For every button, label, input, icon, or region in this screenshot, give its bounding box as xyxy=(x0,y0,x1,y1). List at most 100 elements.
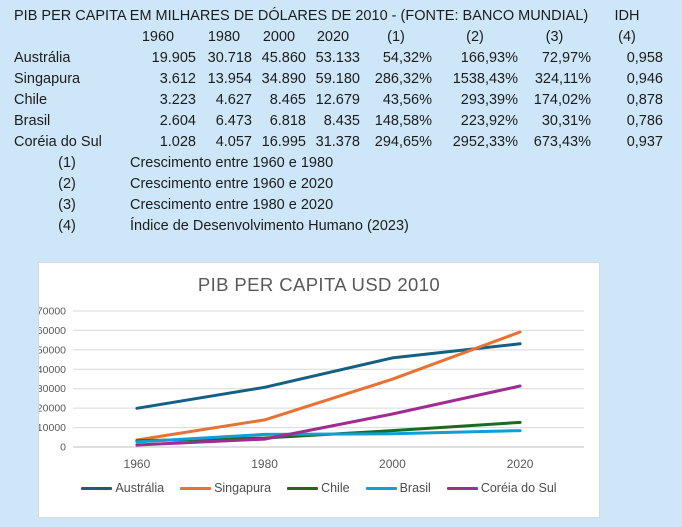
table-cell: 54,32% xyxy=(382,50,432,66)
table-cell: 4.057 xyxy=(215,134,252,150)
legend-line-swatch xyxy=(180,486,212,490)
table-cell: 0,937 xyxy=(626,134,663,150)
chart-legend: Austrália Singapura Chile Brasil Coréia do S… xyxy=(39,481,599,495)
x-axis-tick: 2000 xyxy=(379,457,406,471)
chart-panel: PIB PER CAPITA USD 2010 0 10000 20000 30000… xyxy=(38,262,600,518)
table-cell: 673,43% xyxy=(533,134,591,150)
table-cell: 43,56% xyxy=(382,92,432,108)
table-cell: 72,97% xyxy=(541,50,591,66)
series-line xyxy=(135,342,522,410)
legend-label: Singapura xyxy=(214,481,272,495)
column-header: 1960 xyxy=(141,29,175,45)
table-cell: 3.223 xyxy=(159,92,196,108)
table-cell: 59.180 xyxy=(315,71,360,87)
legend-line-swatch xyxy=(365,486,397,490)
column-header: (3) xyxy=(545,29,564,45)
legend-line-swatch xyxy=(287,486,319,490)
footnote-text: Crescimento entre 1980 e 2020 xyxy=(130,197,334,213)
table-cell: 2.604 xyxy=(159,113,196,129)
table-cell: 166,93% xyxy=(460,50,518,66)
country-label: Brasil xyxy=(14,113,51,129)
table-cell: 324,11% xyxy=(534,71,591,87)
column-header: 2020 xyxy=(316,29,350,45)
legend-label: Austrália xyxy=(115,481,165,495)
y-axis-tick: 0 xyxy=(60,442,66,454)
legend-label: Chile xyxy=(321,481,350,495)
table-cell: 174,02% xyxy=(533,92,591,108)
footnote-text: Crescimento entre 1960 e 1980 xyxy=(130,155,334,171)
footnotes: (1) Crescimento entre 1960 e 1980 (2) Cresc… xyxy=(14,153,663,237)
table-title-row: PIB PER CAPITA EM MILHARES DE DÓLARES DE… xyxy=(14,6,663,27)
table-cell: 12.679 xyxy=(315,92,360,108)
country-label: Austrália xyxy=(14,50,71,66)
table-cell: 13.954 xyxy=(207,71,252,87)
legend-line-swatch xyxy=(446,486,478,490)
legend-item: Singapura xyxy=(180,481,271,495)
table-cell: 30.718 xyxy=(207,50,252,66)
column-header: (1) xyxy=(387,29,405,45)
table-body: Austrália 19.905 30.718 45.860 53.133 54,32% 1… xyxy=(14,48,663,153)
table-cell: 8.435 xyxy=(323,113,360,129)
series-line xyxy=(135,429,522,444)
idh-column-header: IDH xyxy=(614,8,640,24)
table-title: PIB PER CAPITA EM MILHARES DE DÓLARES DE… xyxy=(14,8,589,24)
footnote-label: (2) xyxy=(58,176,76,192)
column-header: 2000 xyxy=(262,29,296,45)
legend-item: Brasil xyxy=(365,481,431,495)
column-header: 1980 xyxy=(207,29,241,45)
table-cell: 19.905 xyxy=(151,50,196,66)
table-cell: 6.818 xyxy=(269,113,306,129)
legend-label: Coréia do Sul xyxy=(480,481,557,495)
table-cell: 294,65% xyxy=(374,134,432,150)
table-cell: 34.890 xyxy=(261,71,306,87)
y-axis-tick: 10000 xyxy=(39,422,66,434)
table-cell: 223,92% xyxy=(460,113,518,129)
table-cell: 1.028 xyxy=(159,134,196,150)
table-cell: 3.612 xyxy=(159,71,196,87)
x-axis-tick: 1960 xyxy=(124,457,151,471)
country-label: Coréia do Sul xyxy=(14,134,102,150)
table-row: Austrália 19.905 30.718 45.860 53.133 54,32% 1… xyxy=(14,48,663,69)
table-row: Chile 3.223 4.627 8.465 12.679 43,56% 293,39% 1… xyxy=(14,90,663,111)
legend-label: Brasil xyxy=(399,481,431,495)
y-axis-tick: 30000 xyxy=(39,383,66,395)
legend-item: Austrália xyxy=(81,481,164,495)
y-axis-tick: 20000 xyxy=(39,403,66,415)
line-chart: 0 10000 20000 30000 40000 50000 60000 70000 1960… xyxy=(39,306,584,471)
table-cell: 1538,43% xyxy=(452,71,518,87)
x-axis-tick: 2020 xyxy=(507,457,534,471)
table-cell: 286,32% xyxy=(374,71,432,87)
footnote-text: Crescimento entre 1960 e 2020 xyxy=(130,176,334,192)
y-axis-tick: 70000 xyxy=(39,306,66,318)
y-axis-tick: 40000 xyxy=(39,364,66,376)
column-header: (4) xyxy=(618,29,636,45)
table-cell: 2952,33% xyxy=(452,134,518,150)
y-axis-tick: 50000 xyxy=(39,344,66,356)
table-cell: 31.378 xyxy=(315,134,360,150)
footnote-row: (2) Crescimento entre 1960 e 2020 xyxy=(14,174,663,195)
footnote-text: Índice de Desenvolvimento Humano (2023) xyxy=(130,218,409,234)
footnote-label: (3) xyxy=(58,197,76,213)
legend-item: Chile xyxy=(287,481,350,495)
footnote-row: (4) Índice de Desenvolvimento Humano (202… xyxy=(14,216,663,237)
table-cell: 53.133 xyxy=(315,50,360,66)
table-cell: 148,58% xyxy=(374,113,432,129)
table-cell: 45.860 xyxy=(261,50,306,66)
footnote-label: (1) xyxy=(58,155,76,171)
legend-item: Coréia do Sul xyxy=(446,481,557,495)
table-cell: 0,946 xyxy=(626,71,663,87)
table-cell: 8.465 xyxy=(269,92,306,108)
legend-line-swatch xyxy=(81,486,113,490)
footnote-row: (3) Crescimento entre 1980 e 2020 xyxy=(14,195,663,216)
y-axis-tick: 60000 xyxy=(39,325,66,337)
table-cell: 293,39% xyxy=(460,92,518,108)
table-row: Coréia do Sul 1.028 4.057 16.995 31.378 294,6… xyxy=(14,132,663,153)
table-row: Brasil 2.604 6.473 6.818 8.435 148,58% 223,92%… xyxy=(14,111,663,132)
table-cell: 0,786 xyxy=(626,113,663,129)
table-header-row: 1960 1980 2000 2020 (1) (2) (3) (4) xyxy=(14,27,663,48)
footnote-label: (4) xyxy=(58,218,76,234)
x-axis-tick: 1980 xyxy=(251,457,278,471)
table-row: Singapura 3.612 13.954 34.890 59.180 286,32% 1… xyxy=(14,69,663,90)
table-cell: 4.627 xyxy=(215,92,252,108)
country-label: Chile xyxy=(14,92,48,108)
